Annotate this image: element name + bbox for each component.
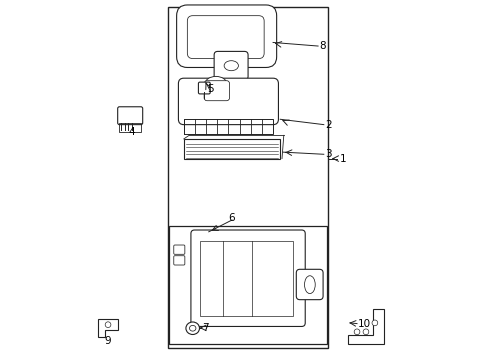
Text: 1: 1	[339, 154, 346, 163]
Ellipse shape	[224, 61, 238, 71]
Bar	[183, 139, 280, 158]
FancyBboxPatch shape	[118, 107, 142, 125]
Bar	[169, 226, 326, 344]
Text: 7: 7	[202, 323, 208, 333]
Polygon shape	[347, 309, 383, 344]
FancyBboxPatch shape	[203, 81, 229, 101]
Text: 5: 5	[207, 84, 213, 94]
Circle shape	[353, 329, 359, 335]
Bar	[183, 119, 272, 134]
Text: 3: 3	[325, 149, 331, 159]
Ellipse shape	[189, 325, 196, 331]
Text: 10: 10	[357, 319, 370, 329]
FancyBboxPatch shape	[173, 256, 184, 265]
Text: 4: 4	[128, 127, 135, 137]
FancyBboxPatch shape	[296, 269, 323, 300]
FancyBboxPatch shape	[214, 51, 247, 80]
Text: 9: 9	[104, 336, 111, 346]
Polygon shape	[98, 319, 118, 337]
Text: 6: 6	[228, 212, 235, 222]
Ellipse shape	[304, 276, 315, 294]
Bar	[167, 7, 328, 348]
Text: 8: 8	[318, 41, 325, 51]
Text: 2: 2	[325, 120, 331, 130]
FancyBboxPatch shape	[198, 82, 210, 94]
Ellipse shape	[185, 322, 199, 334]
Circle shape	[363, 329, 368, 335]
Bar	[119, 123, 141, 132]
Circle shape	[371, 320, 377, 326]
FancyBboxPatch shape	[178, 78, 278, 125]
FancyBboxPatch shape	[173, 245, 184, 254]
FancyBboxPatch shape	[187, 16, 264, 59]
Circle shape	[105, 322, 111, 328]
Bar	[200, 241, 292, 316]
Ellipse shape	[205, 76, 226, 91]
FancyBboxPatch shape	[190, 230, 305, 327]
FancyBboxPatch shape	[176, 5, 276, 67]
